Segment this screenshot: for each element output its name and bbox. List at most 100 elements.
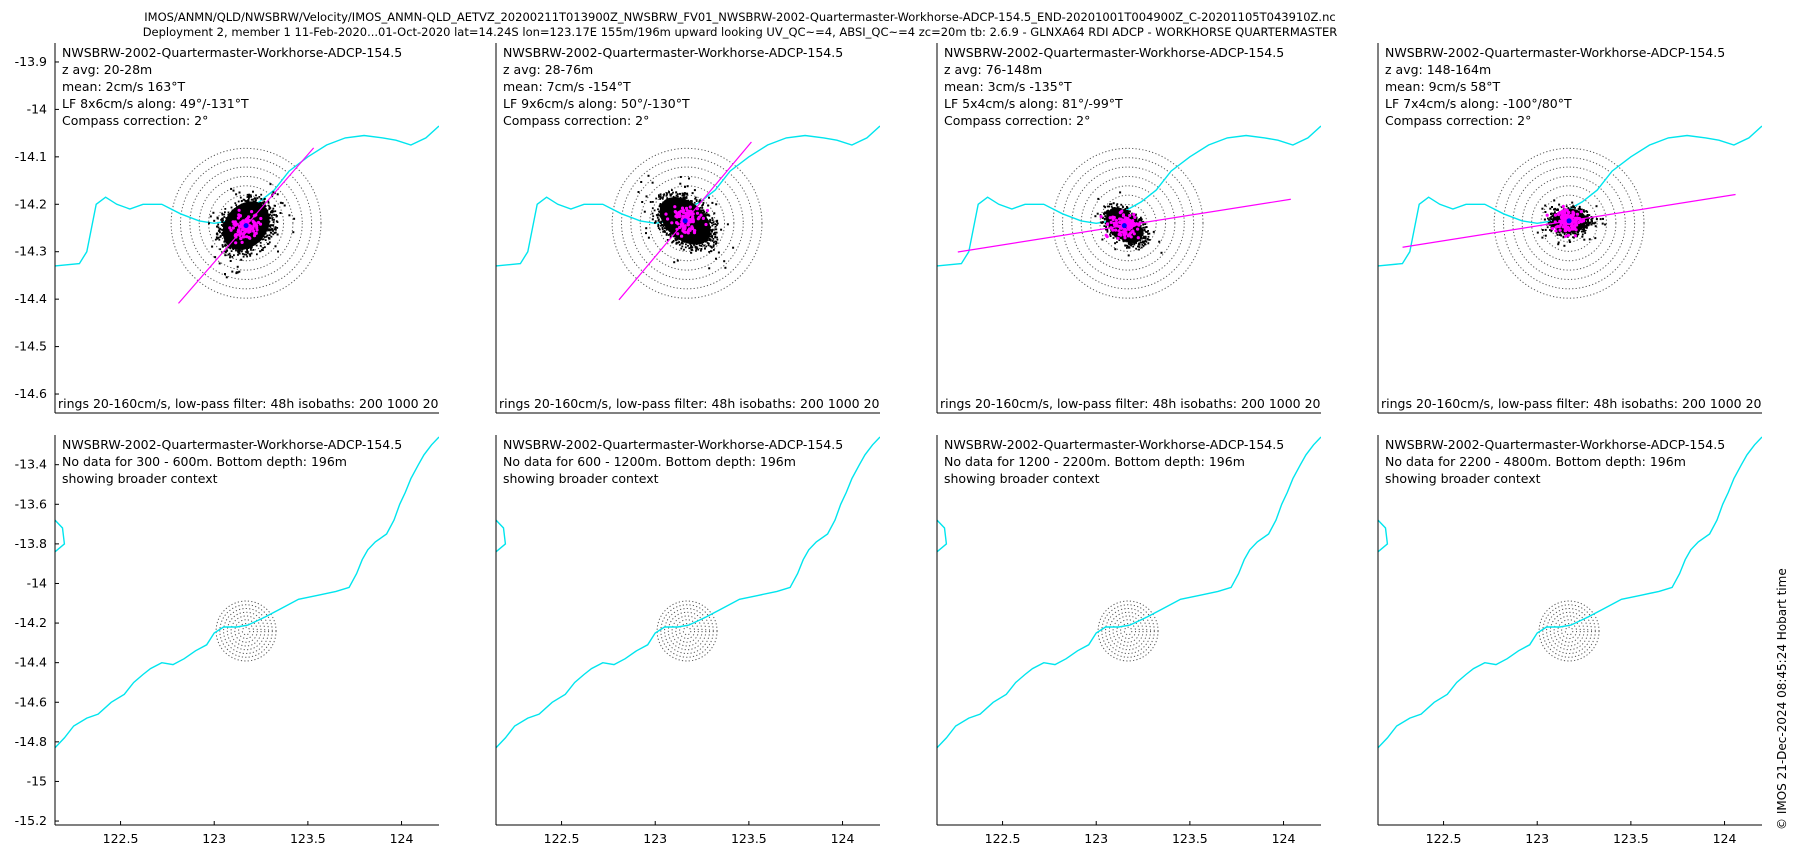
scatter-point	[688, 238, 690, 240]
scatter-point	[1130, 240, 1132, 242]
scatter-point	[691, 209, 694, 212]
scatter-point	[223, 221, 225, 224]
scatter-point	[666, 239, 669, 241]
scatter-point	[230, 222, 233, 225]
scatter-point	[1106, 212, 1109, 214]
range-ring	[1071, 166, 1185, 280]
scatter-point	[243, 242, 246, 245]
scatter-point	[225, 244, 228, 247]
scatter-point	[1571, 231, 1574, 234]
scatter-point	[251, 232, 254, 234]
scatter-point	[268, 241, 271, 244]
scatter-point	[671, 215, 673, 218]
scatter-point	[671, 189, 673, 191]
lowpass-point	[242, 235, 246, 239]
scatter-point	[259, 212, 261, 215]
scatter-point	[710, 222, 713, 224]
scatter-point	[1561, 229, 1563, 232]
scatter-point	[1580, 208, 1583, 211]
scatter-point	[249, 233, 251, 235]
panel-info-line: Compass correction: 2°	[62, 113, 208, 128]
scatter-point	[1137, 230, 1140, 233]
scatter-outlier	[1160, 251, 1163, 254]
scatter-point	[1557, 231, 1560, 233]
chart-panel-3: rings 20-160cm/s, low-pass filter: 48h i…	[936, 43, 1321, 414]
scatter-point	[1135, 232, 1138, 235]
scatter-point	[689, 200, 691, 203]
scatter-point	[1558, 234, 1561, 236]
scatter-point	[663, 193, 666, 196]
lowpass-point	[697, 215, 701, 219]
scatter-point	[659, 210, 662, 213]
scatter-point	[703, 220, 705, 223]
scatter-point	[1107, 218, 1109, 220]
scatter-point	[1579, 207, 1581, 210]
lowpass-point	[1108, 216, 1112, 220]
range-ring	[1512, 166, 1626, 280]
scatter-point	[652, 215, 655, 218]
rings-footer-label: rings 20-160cm/s, low-pass filter: 48h i…	[499, 396, 931, 411]
lowpass-point	[229, 228, 233, 232]
scatter-point	[704, 220, 706, 223]
lowpass-point	[236, 216, 240, 220]
range-ring	[1540, 194, 1598, 252]
scatter-point	[664, 219, 667, 222]
scatter-point	[691, 200, 693, 202]
scatter-point	[1572, 236, 1574, 239]
scatter-point	[1115, 231, 1118, 233]
scatter-outlier	[1594, 221, 1597, 224]
scatter-point	[244, 200, 247, 202]
scatter-point	[683, 207, 686, 210]
scatter-point	[707, 230, 710, 233]
scatter-point	[662, 203, 664, 206]
scatter-point	[1569, 233, 1572, 236]
scatter-point	[250, 207, 253, 209]
range-ring	[180, 157, 313, 290]
scatter-point	[683, 237, 686, 239]
scatter-point	[265, 208, 267, 210]
scatter-point	[1120, 214, 1123, 217]
scatter-point	[703, 219, 706, 222]
lowpass-point	[255, 226, 259, 230]
scatter-point	[1578, 214, 1580, 217]
scatter-point	[700, 248, 703, 250]
scatter-point	[666, 197, 669, 199]
lowpass-point	[1128, 213, 1132, 218]
scatter-point	[1570, 209, 1573, 211]
scatter-point	[236, 208, 239, 210]
scatter-point	[1117, 210, 1120, 213]
scatter-point	[229, 234, 232, 236]
scatter-point	[247, 210, 250, 213]
scatter-point	[1114, 210, 1117, 213]
range-ring	[1062, 157, 1195, 290]
scatter-point	[1110, 203, 1113, 205]
scatter-point	[1121, 216, 1123, 219]
scatter-point	[262, 235, 265, 238]
lowpass-point	[1138, 221, 1142, 225]
scatter-outlier	[276, 233, 279, 236]
scatter-point	[1113, 207, 1116, 209]
scatter-point	[238, 236, 241, 239]
scatter-point	[266, 219, 268, 221]
scatter-point	[698, 214, 700, 217]
scatter-point	[1584, 222, 1587, 224]
plot-area: rings 20-160cm/s, low-pass filter: 48h i…	[55, 125, 490, 413]
scatter-point	[1134, 220, 1137, 223]
scatter-point	[1127, 242, 1130, 245]
figure-title-line2: Deployment 2, member 1 11-Feb-2020...01-…	[142, 25, 1338, 39]
rings-footer-label: rings 20-160cm/s, low-pass filter: 48h i…	[58, 396, 490, 411]
scatter-point	[654, 220, 657, 223]
scatter-point	[242, 215, 244, 218]
scatter-point	[251, 208, 253, 211]
scatter-point	[712, 245, 715, 248]
scatter-point	[1114, 218, 1116, 221]
scatter-point	[257, 237, 259, 239]
scatter-point	[218, 238, 221, 241]
scatter-point	[665, 234, 668, 236]
scatter-point	[1144, 243, 1146, 246]
scatter-point	[1126, 213, 1129, 215]
scatter-point	[697, 210, 699, 213]
scatter-point	[661, 207, 664, 210]
scatter-point	[1142, 237, 1145, 240]
scatter-point	[695, 213, 698, 216]
